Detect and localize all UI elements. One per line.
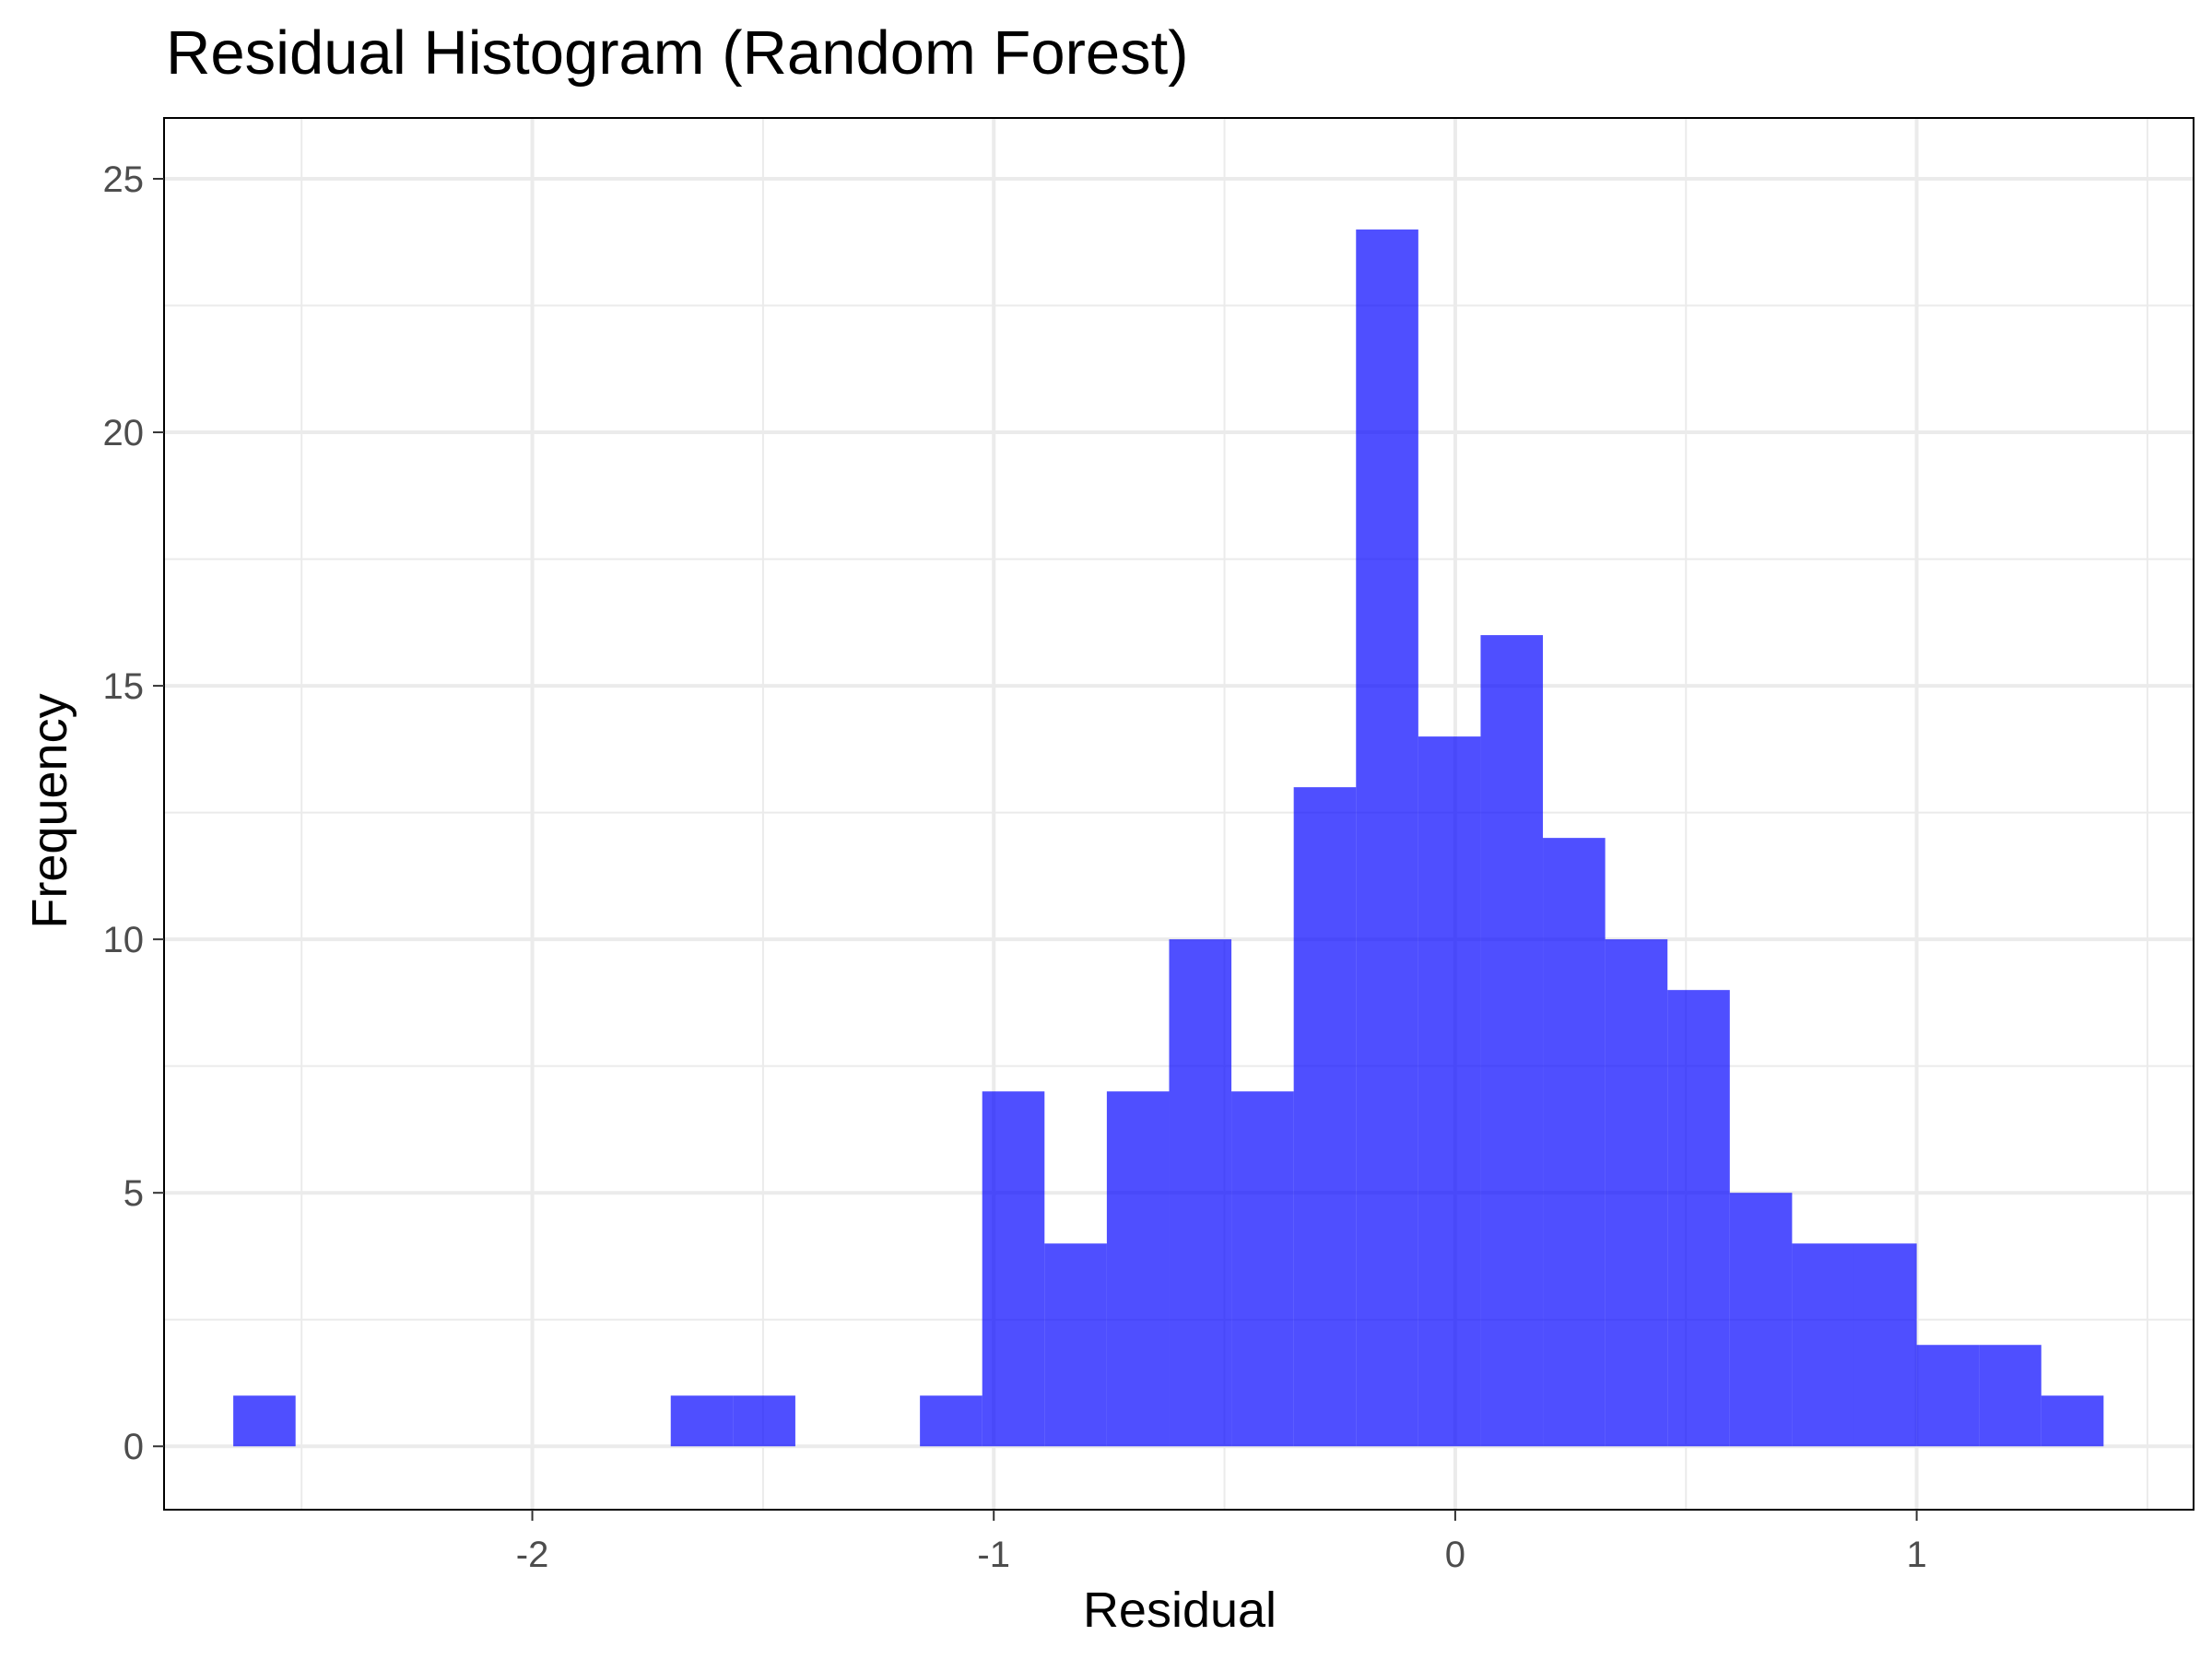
- histogram-bar: [1979, 1345, 2041, 1447]
- histogram-bar: [982, 1091, 1045, 1447]
- y-tick-label: 5: [124, 1173, 144, 1214]
- x-tick-label: -2: [516, 1535, 549, 1575]
- x-tick-label: -1: [977, 1535, 1010, 1575]
- histogram-bar: [1356, 229, 1418, 1447]
- histogram-bar: [1044, 1243, 1107, 1447]
- histogram-bar: [1293, 787, 1357, 1447]
- histogram-bar: [2041, 1395, 2104, 1447]
- histogram-bar: [1169, 939, 1232, 1447]
- x-tick-label: 0: [1445, 1535, 1465, 1575]
- histogram-bar: [1106, 1091, 1170, 1447]
- chart-title: Residual Histogram (Random Forest): [166, 18, 1189, 88]
- histogram-bar: [1231, 1091, 1294, 1447]
- x-axis-title: Residual: [1083, 1583, 1277, 1638]
- histogram-bar: [1729, 1193, 1793, 1447]
- histogram-bar: [920, 1395, 982, 1447]
- histogram-bar: [733, 1395, 795, 1447]
- histogram-bar: [1853, 1243, 1917, 1447]
- panel-border: [163, 117, 2194, 1511]
- x-tick-label: 1: [1906, 1535, 1926, 1575]
- histogram-bar: [1543, 838, 1606, 1447]
- histogram-bar: [1667, 990, 1730, 1447]
- ticks-layer: [153, 178, 1918, 1521]
- histogram-bar: [670, 1395, 734, 1447]
- y-tick-label: 25: [103, 159, 145, 200]
- histogram-bar: [1916, 1345, 1980, 1447]
- y-tick-label: 20: [103, 413, 145, 453]
- histogram-bar: [233, 1395, 296, 1447]
- histogram-bar: [1792, 1243, 1854, 1447]
- y-tick-label: 15: [103, 666, 145, 707]
- histogram-bar: [1605, 939, 1668, 1447]
- bars-layer: [233, 229, 2104, 1447]
- y-tick-label: 10: [103, 920, 145, 960]
- histogram-bar: [1418, 736, 1481, 1447]
- histogram-bar: [1480, 635, 1544, 1447]
- y-tick-label: 0: [124, 1427, 144, 1467]
- y-axis-title: Frequency: [22, 693, 77, 928]
